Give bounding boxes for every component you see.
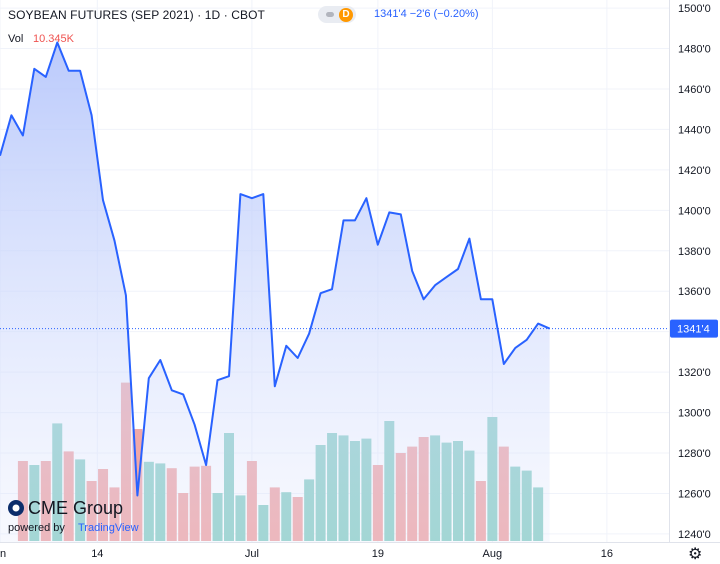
time-tick-label: 19 xyxy=(372,548,384,560)
time-tick-label: Aug xyxy=(483,548,503,560)
time-tick-label: 16 xyxy=(601,548,613,560)
tradingview: TradingView xyxy=(78,522,139,534)
price-tick-label: 1420'0 xyxy=(678,165,711,177)
price-tick-label: 1320'0 xyxy=(678,367,711,379)
cme-logo: CME Group powered by TradingView xyxy=(8,498,139,534)
price-tick-label: 1240'0 xyxy=(678,529,711,541)
price-tick-label: 1460'0 xyxy=(678,84,711,96)
d-badge: D xyxy=(339,8,353,22)
volume-value: 10.345K xyxy=(33,33,74,45)
powered-by: powered by xyxy=(8,522,65,534)
quote-readout: 1341'4 −2'6 (−0.20%) xyxy=(374,8,479,20)
price-axis: 1500'0 1480'0 1460'0 1440'0 1420'0 1400'0 1380… xyxy=(678,3,711,541)
price-tick-label: 1500'0 xyxy=(678,3,711,15)
toggle-track-icon xyxy=(326,12,334,17)
price-line xyxy=(0,41,550,497)
price-tick-label: 1380'0 xyxy=(678,246,711,258)
cme-brand: CME Group xyxy=(28,498,123,518)
chart-title: SOYBEAN FUTURES (SEP 2021) · 1D · CBOT xyxy=(8,8,265,22)
price-tick-label: 1360'0 xyxy=(678,286,711,298)
last-price-tag-label: 1341'4 xyxy=(677,324,710,336)
time-axis: un 14 Jul 19 Aug 16 xyxy=(0,548,613,560)
price-area xyxy=(0,42,550,542)
volume-label: Vol xyxy=(8,33,24,45)
price-tick-label: 1280'0 xyxy=(678,448,711,460)
price-tick-label: 1260'0 xyxy=(678,488,711,500)
settings-gear-icon[interactable]: ⚙ xyxy=(688,546,703,563)
price-tick-label: 1400'0 xyxy=(678,205,711,217)
price-tick-label: 1440'0 xyxy=(678,124,711,136)
price-tick-label: 1480'0 xyxy=(678,44,711,56)
time-tick-label: 14 xyxy=(91,548,103,560)
last-price-tag: 1341'4 xyxy=(670,319,718,338)
time-tick-label: Jul xyxy=(245,548,259,560)
interval-toggle[interactable]: D xyxy=(318,6,356,23)
time-tick-label: un xyxy=(0,548,6,560)
last-price-tag-bg xyxy=(670,319,718,338)
price-tick-label: 1300'0 xyxy=(678,408,711,420)
